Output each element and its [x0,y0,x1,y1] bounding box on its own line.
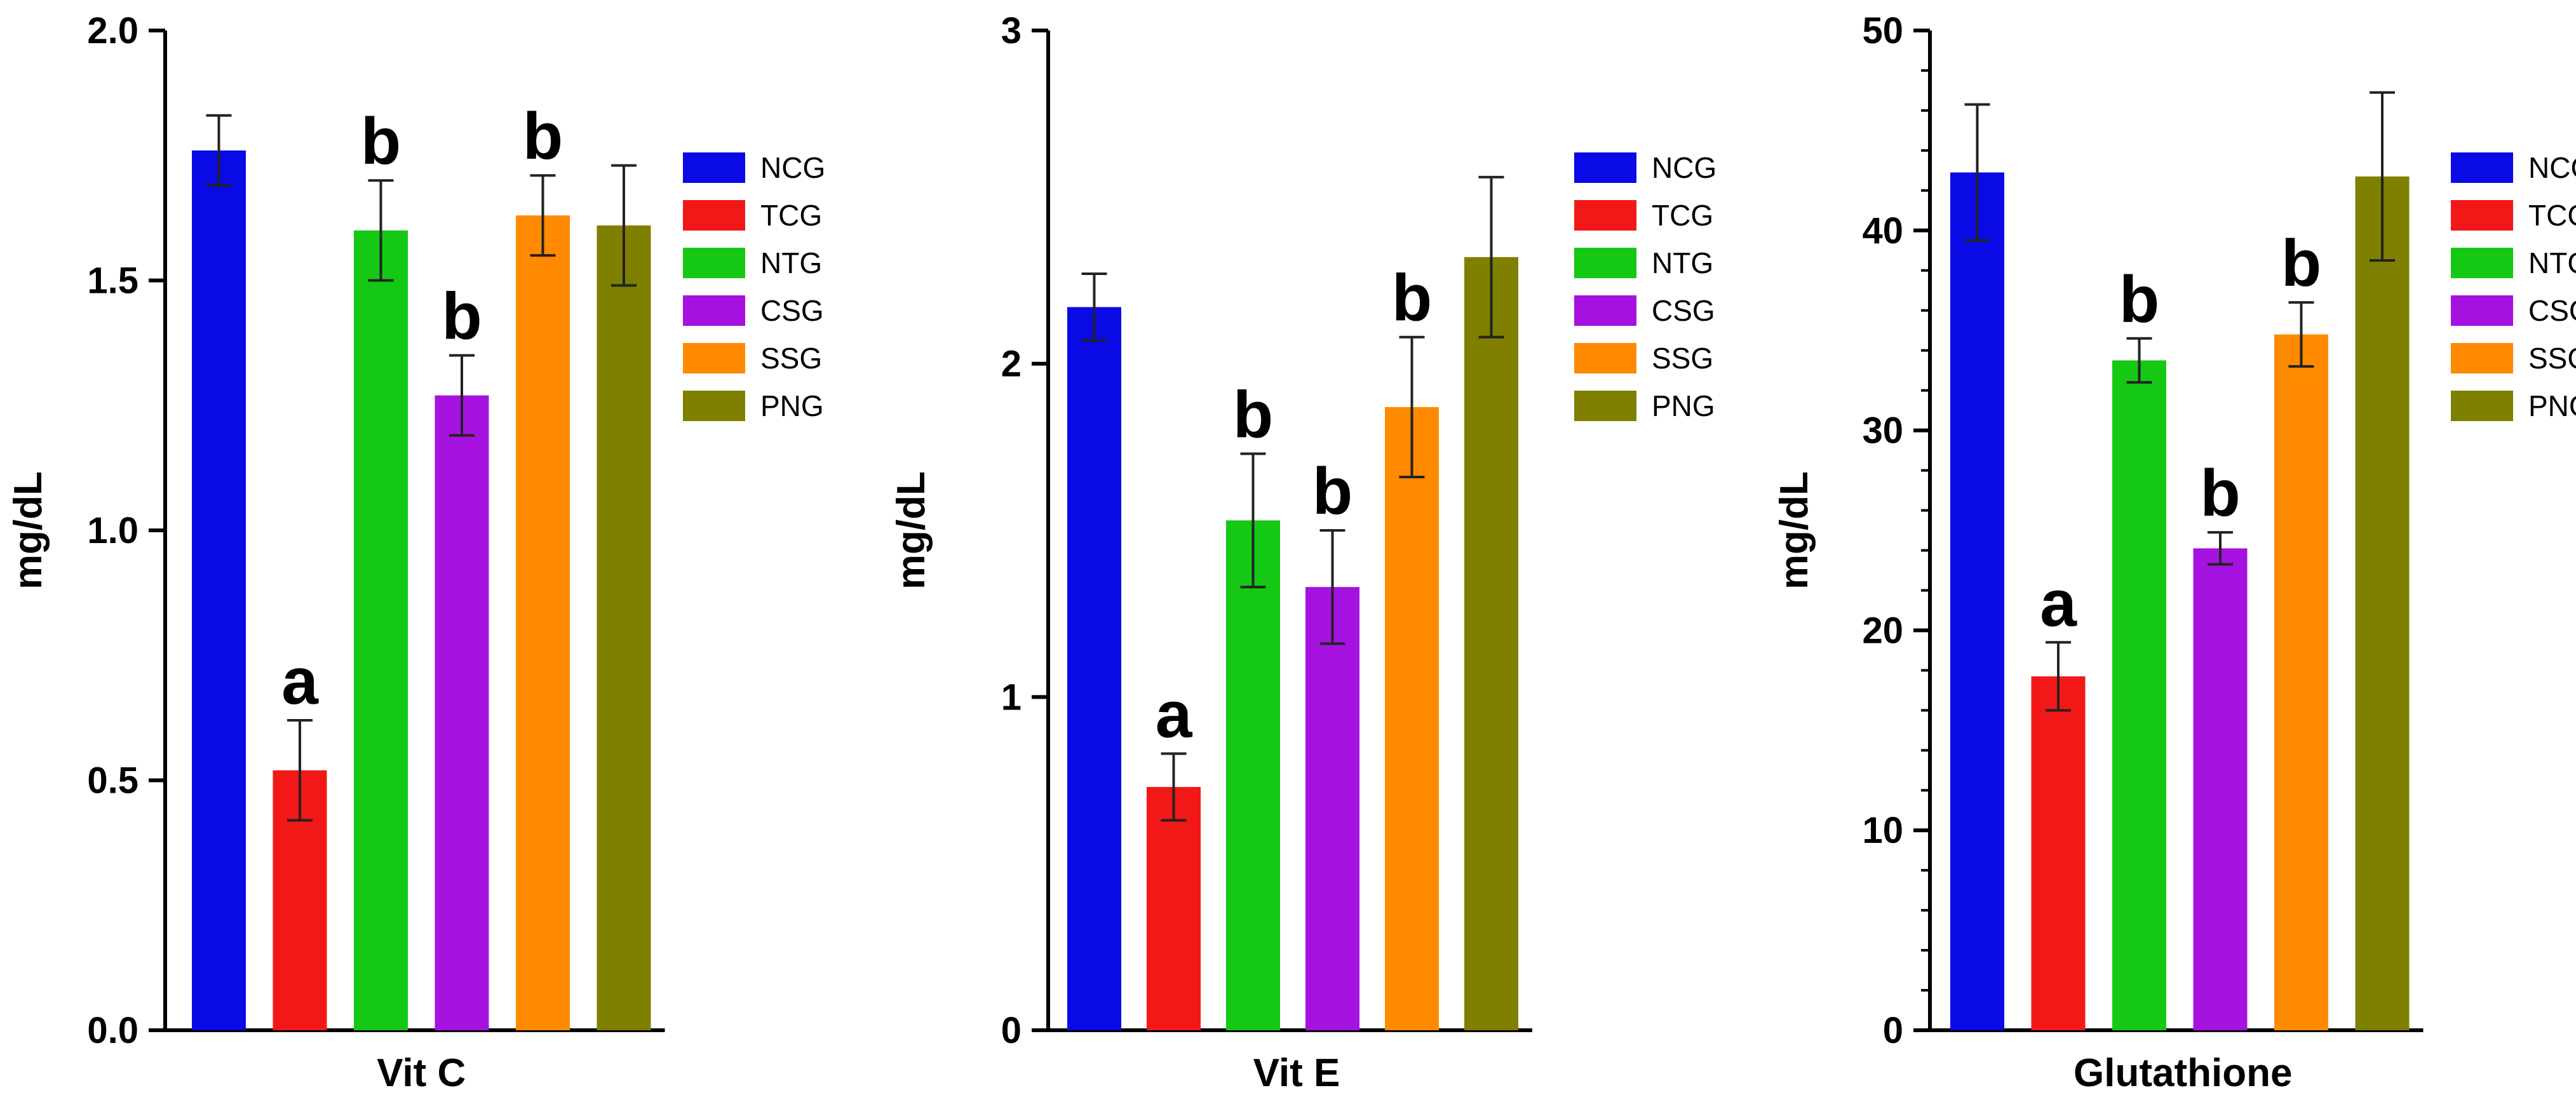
legend-swatch-ssg [1574,343,1636,373]
bar-ncg [1950,172,2004,1030]
y-axis-title: mg/dL [1772,471,1816,589]
bar-png [2355,176,2410,1031]
significance-letter: b [1233,378,1274,452]
significance-letter: b [2281,227,2322,300]
legend-label-tcg: TCG [760,199,822,232]
significance-letter: b [442,280,482,354]
significance-letter: a [281,645,319,718]
bar-png [597,225,651,1031]
legend-label-ncg: NCG [760,151,825,184]
bar-ntg [354,230,408,1030]
y-tick-label: 0.0 [87,1010,138,1051]
bar-png [1464,257,1518,1031]
legend-swatch-ncg [1574,152,1636,183]
legend-swatch-ssg [683,343,745,373]
bar-csg [435,395,489,1030]
x-axis-title: Vit C [377,1051,466,1095]
legend-label-ssg: SSG [1652,342,1713,375]
x-axis-title: Glutathione [2074,1051,2292,1095]
legend-label-ncg: NCG [1652,151,1716,184]
y-tick-label: 40 [1862,210,1903,252]
significance-letter: b [2200,457,2241,530]
y-axis-title: mg/dL [6,471,50,589]
legend-label-png: PNG [1652,389,1715,422]
significance-letter: a [2040,567,2077,640]
legend-label-ntg: NTG [2528,246,2576,279]
y-tick-label: 20 [1862,610,1903,651]
legend-label-tcg: TCG [1652,199,1713,232]
legend-swatch-ntg [1574,248,1636,278]
y-tick-label: 0.5 [87,760,138,802]
bar-ncg [192,150,246,1030]
legend-swatch-csg [1574,295,1636,326]
chart-panel-1: 0.0 0.5 1.0 1.5 2.0 mg/dL Vit C a b b b NCG TCG NTG CS… [6,10,825,1095]
legend-swatch-csg [2451,295,2513,326]
legend-label-ssg: SSG [2528,342,2576,375]
y-tick-label: 30 [1862,410,1903,452]
x-axis-title: Vit E [1253,1051,1340,1095]
legend-swatch-png [683,391,745,421]
y-tick-label: 10 [1862,810,1903,851]
legend-swatch-tcg [683,200,745,231]
legend-label-csg: CSG [1652,294,1715,327]
y-tick-label: 2.0 [87,10,138,51]
bar-tcg [1147,786,1201,1030]
legend-swatch-png [1574,391,1636,421]
legend-label-csg: CSG [760,294,824,327]
significance-letter: b [1312,455,1353,528]
legend-label-csg: CSG [2528,294,2576,327]
legend-label-png: PNG [2528,389,2576,422]
legend-swatch-ncg [2451,152,2513,183]
legend-label-ntg: NTG [1652,246,1713,279]
significance-letter: b [1392,262,1433,335]
y-tick-label: 1 [1001,676,1022,718]
bar-ncg [1067,307,1121,1030]
legend-swatch-tcg [2451,200,2513,231]
y-tick-label: 2 [1001,344,1022,385]
legend-label-png: PNG [760,389,824,422]
bar-ssg [2274,334,2328,1030]
bar-csg [1305,587,1359,1030]
bar-csg [2193,548,2248,1030]
legend-swatch-ntg [2451,248,2513,278]
y-tick-label: 1.0 [87,510,138,551]
legend-label-ncg: NCG [2528,151,2576,184]
y-tick-label: 0 [1883,1010,1903,1051]
significance-letter: b [2119,263,2160,337]
bar-ntg [1226,520,1280,1030]
significance-letter: a [1156,678,1193,752]
significance-letter: b [523,100,563,173]
legend-swatch-csg [683,295,745,326]
legend-label-ssg: SSG [760,342,822,375]
y-axis-title: mg/dL [889,471,933,589]
y-tick-label: 1.5 [87,260,138,302]
bar-ntg [2112,360,2166,1031]
legend-label-tcg: TCG [2528,199,2576,232]
legend-swatch-png [2451,391,2513,421]
legend-swatch-ncg [683,152,745,183]
y-tick-label: 50 [1862,10,1903,51]
legend-swatch-ntg [683,248,745,278]
legend-swatch-tcg [1574,200,1636,231]
y-tick-label: 3 [1001,10,1022,51]
bar-ssg [516,215,570,1031]
legend-swatch-ssg [2451,343,2513,373]
y-tick-label: 0 [1001,1010,1022,1051]
significance-letter: b [361,105,401,178]
legend-label-ntg: NTG [760,246,822,279]
chart-panel-3: 0 10 20 30 40 50 mg/dL Glutathione a b b b NCG TCG NTG… [1772,10,2576,1095]
bar-tcg [2031,676,2086,1030]
bar-ssg [1385,407,1439,1030]
